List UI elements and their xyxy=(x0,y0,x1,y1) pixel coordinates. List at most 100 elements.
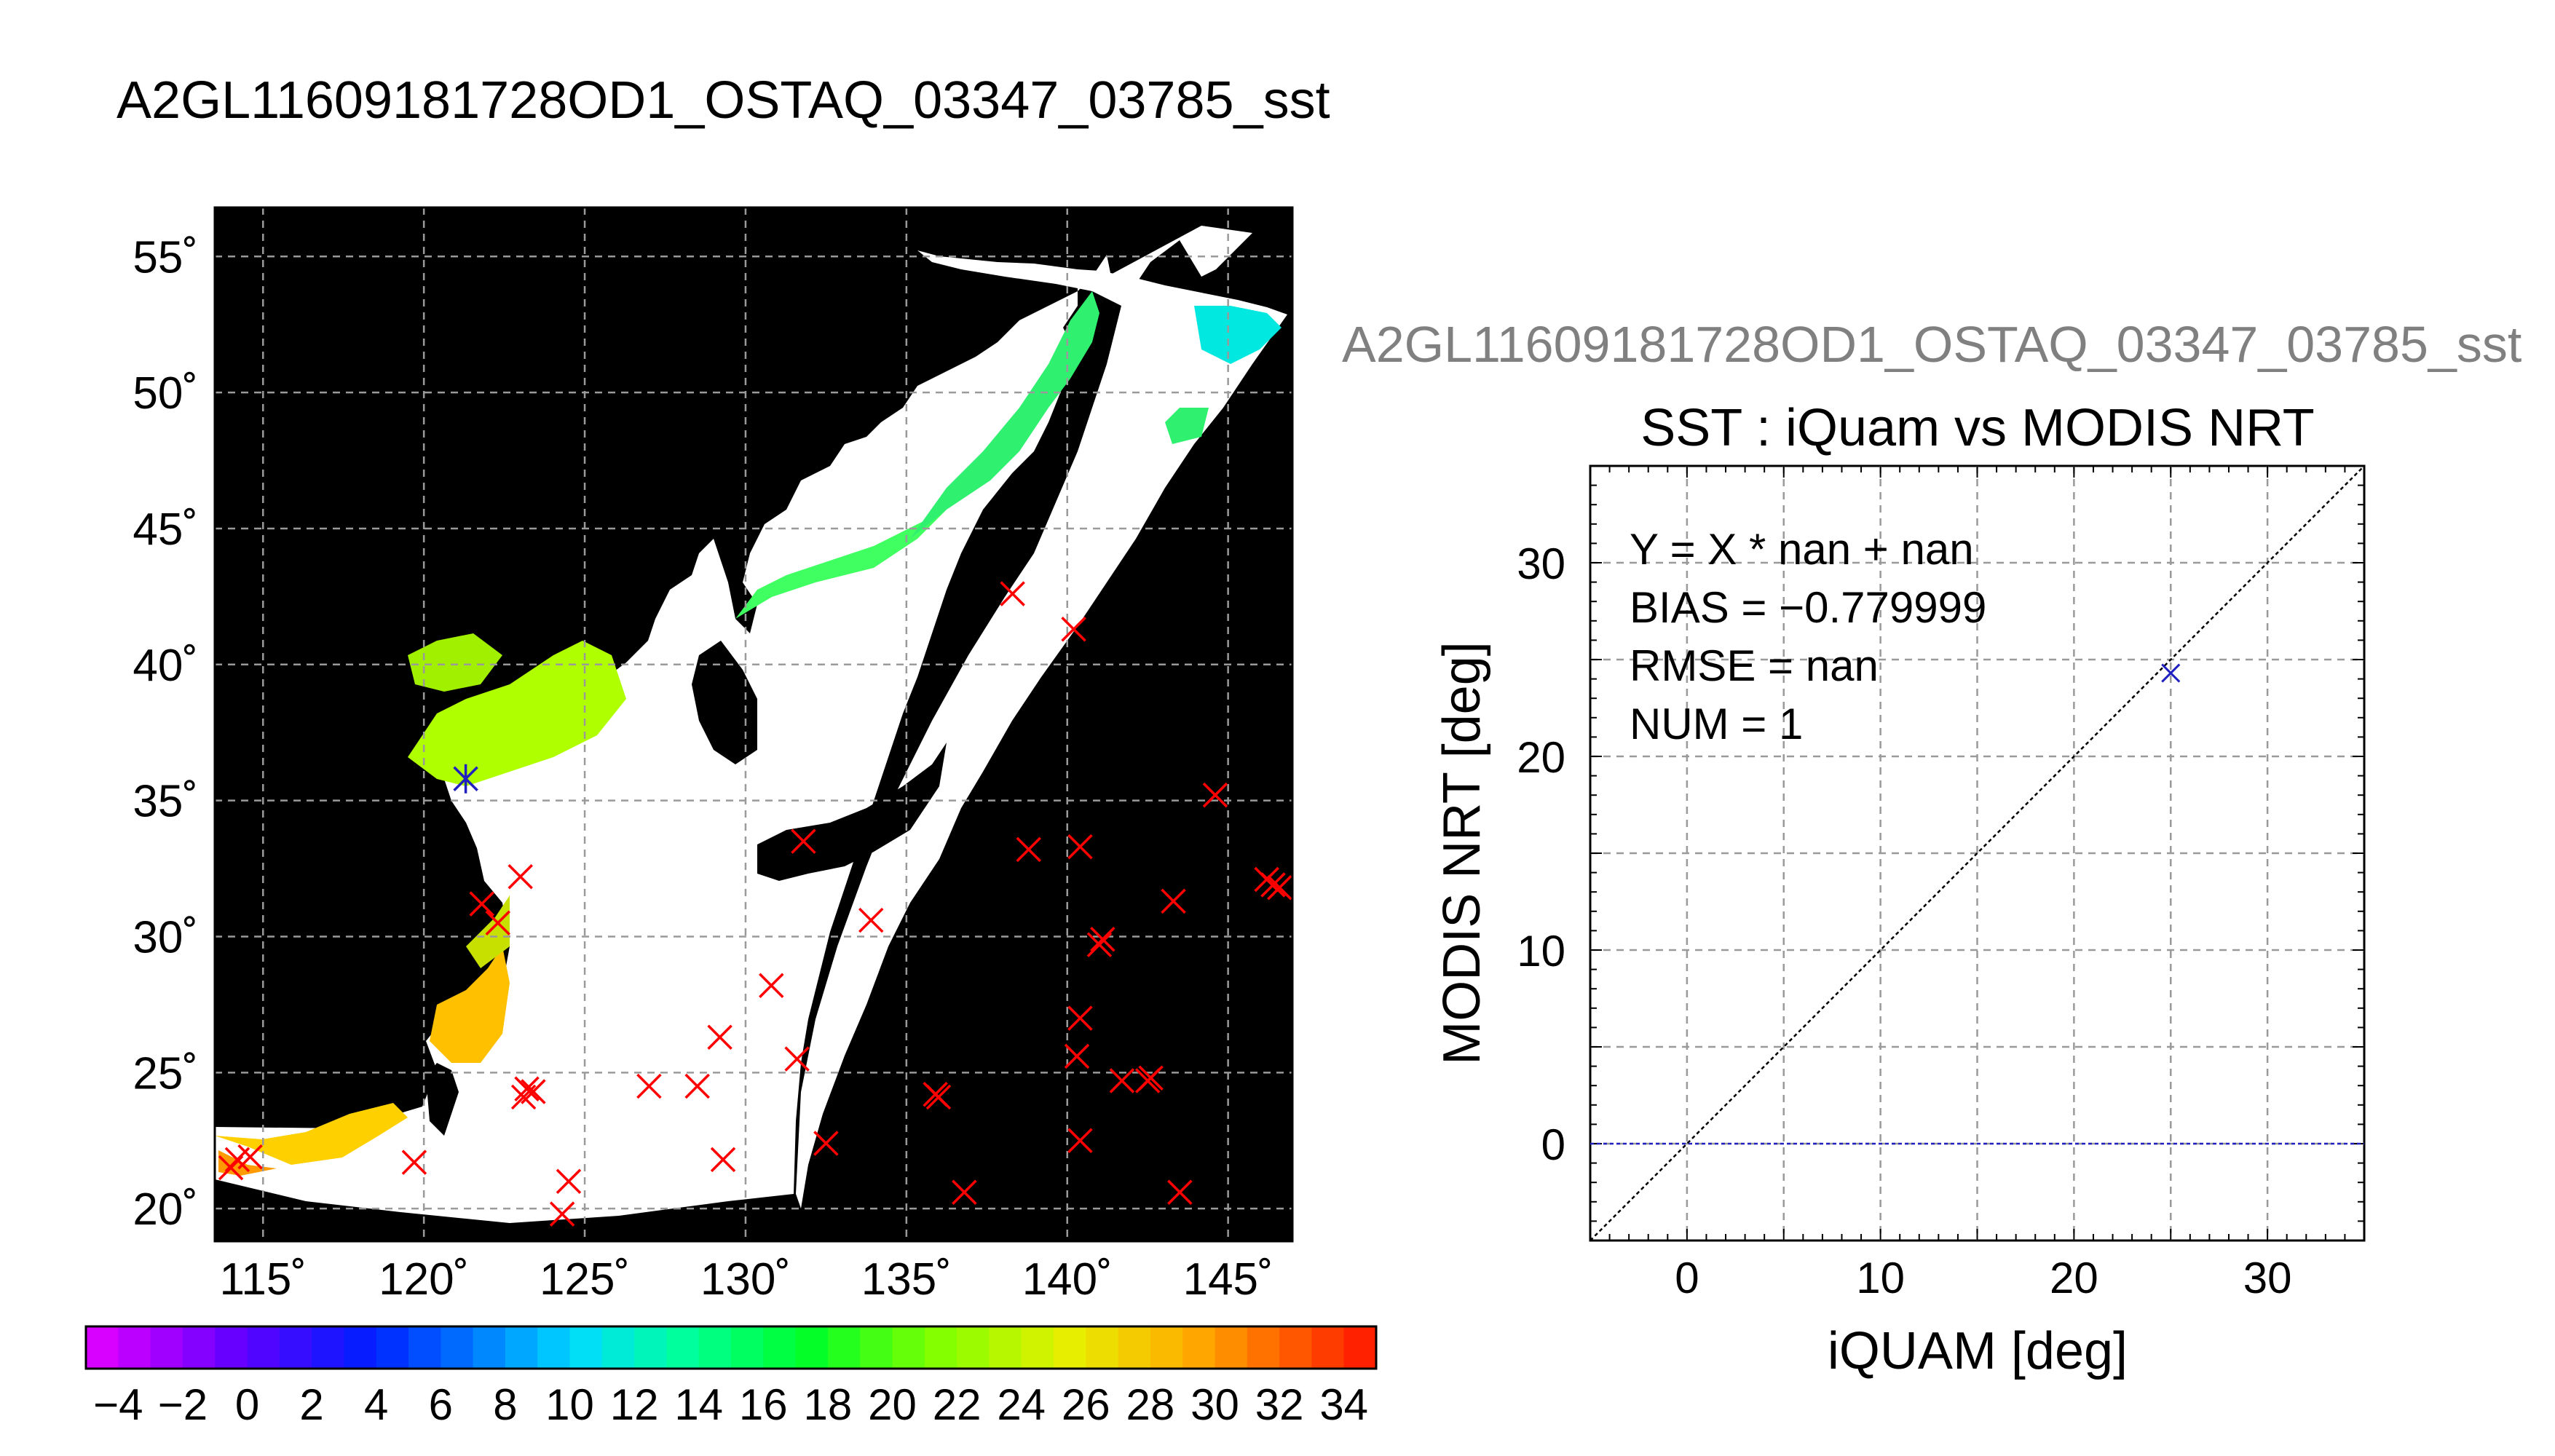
red-matchup-marker xyxy=(1000,581,1025,606)
scatter-tick xyxy=(1590,466,2364,1241)
colorbar-tick-label: 14 xyxy=(674,1380,723,1429)
colorbar-segment xyxy=(957,1326,990,1369)
lon-tick-label: 115˚ xyxy=(220,1254,307,1305)
sst-colorbar: −4 −2 0 2 4 6 8 10 12 14 16 18 20 22 24 26 28 30 32 34 xyxy=(84,1325,1378,1429)
red-matchup-marker xyxy=(1267,874,1292,901)
scatter-points xyxy=(2161,663,2181,683)
red-matchup-marker xyxy=(707,1024,732,1050)
lon-tick-label: 140˚ xyxy=(1022,1254,1113,1305)
red-matchup-marker xyxy=(556,1168,582,1195)
red-matchup-marker xyxy=(1090,926,1115,952)
scatter-tick xyxy=(1590,466,2364,1241)
colorbar-tick-label: 2 xyxy=(299,1380,323,1429)
colorbar-segment xyxy=(215,1326,248,1369)
colorbar-tick-label: 12 xyxy=(610,1380,659,1429)
colorbar-segment xyxy=(989,1326,1022,1369)
blue-matchup-marker xyxy=(453,764,478,794)
scatter-tick xyxy=(1590,466,2364,1241)
scatter-stat-line: RMSE = nan xyxy=(1630,641,1879,690)
colorbar-segment xyxy=(376,1326,409,1369)
scatter-tick xyxy=(1590,466,2364,1241)
scatter-stat-line: NUM = 1 xyxy=(1630,700,1803,748)
red-matchup-marker xyxy=(218,1155,244,1181)
red-matchup-marker xyxy=(813,1131,839,1156)
colorbar-segment xyxy=(344,1326,377,1369)
red-matchup-marker xyxy=(1161,888,1186,914)
lat-tick-label: 50˚ xyxy=(133,368,198,419)
scatter-x-tick-label: 0 xyxy=(1675,1254,1699,1302)
map-grid xyxy=(215,207,1292,1241)
colorbar-tick-label: 34 xyxy=(1319,1380,1368,1429)
scatter-tick xyxy=(1590,466,2364,1241)
lon-tick-label: 125˚ xyxy=(540,1254,630,1305)
colorbar-tick-label: 0 xyxy=(235,1380,259,1429)
scatter-tick-labels: 0 10 20 30 0 10 20 30 xyxy=(1517,539,2291,1302)
colorbar-segment xyxy=(698,1326,732,1369)
colorbar-segment xyxy=(505,1326,538,1369)
colorbar-segment xyxy=(601,1326,635,1369)
scatter-tick xyxy=(1590,466,2364,1241)
colorbar-segment xyxy=(441,1326,474,1369)
colorbar-segment xyxy=(634,1326,667,1369)
red-matchup-marker xyxy=(858,907,884,933)
red-matchup-marker xyxy=(759,973,784,998)
red-matchup-marker xyxy=(1109,1068,1135,1093)
colorbar-segment xyxy=(1054,1326,1086,1369)
scatter-tick xyxy=(1590,466,2364,1241)
red-matchup-marker xyxy=(549,1201,575,1227)
scatter-y-tick-label: 0 xyxy=(1541,1120,1565,1169)
colorbar-tick-label: 4 xyxy=(364,1380,388,1429)
colorbar-segment xyxy=(892,1326,925,1369)
colorbar-segment xyxy=(1279,1326,1312,1369)
red-matchup-marker xyxy=(401,1150,427,1175)
sst-patch-bohai xyxy=(408,633,502,692)
scatter-tick xyxy=(1590,466,2364,1241)
scatter-tick xyxy=(1590,466,2364,1241)
red-matchup-marker xyxy=(1061,616,1086,642)
colorbar-segment xyxy=(569,1326,603,1369)
scatter-tick xyxy=(1590,466,2364,1241)
colorbar-segment xyxy=(763,1326,797,1369)
colorbar-tick-label: 8 xyxy=(493,1380,517,1429)
colorbar-segment xyxy=(279,1326,312,1369)
land-korea xyxy=(692,641,757,764)
scatter-tick xyxy=(1590,466,2364,1241)
scatter-tick-marks xyxy=(1590,465,2365,1241)
colorbar-segment xyxy=(795,1326,829,1369)
scatter-tick xyxy=(1590,466,2364,1241)
scatter-tick xyxy=(1590,466,2364,1241)
lat-tick-label: 40˚ xyxy=(133,641,198,691)
colorbar-tick-label: 32 xyxy=(1255,1380,1304,1429)
colorbar-tick-label: −4 xyxy=(93,1380,143,1429)
scatter-x-tick-label: 20 xyxy=(2050,1254,2098,1302)
red-matchup-marker xyxy=(952,1179,977,1205)
red-matchup-marker xyxy=(1067,1128,1093,1153)
lat-tick-label: 30˚ xyxy=(133,912,198,962)
red-matchup-marker xyxy=(1134,1068,1161,1093)
red-matchup-marker xyxy=(508,864,533,890)
map-tick-labels: 115˚ 120˚ 125˚ 130˚ 135˚ 140˚ 145˚ 20˚ 25˚ 30˚ 35˚… xyxy=(133,232,1273,1305)
colorbar-frame xyxy=(84,1325,1378,1370)
colorbar-segment xyxy=(86,1326,119,1369)
scatter-point xyxy=(2161,663,2181,683)
scatter-tick xyxy=(1590,466,2364,1241)
sst-patch-taiwan-strait xyxy=(430,946,510,1063)
scatter-tick xyxy=(1590,466,2364,1241)
scatter-tick xyxy=(1590,466,2364,1241)
scatter-stat-line: Y = X * nan + nan xyxy=(1630,525,1974,574)
colorbar-segment xyxy=(312,1326,344,1369)
red-matchup-marker xyxy=(485,910,511,936)
red-matchup-marker xyxy=(710,1147,736,1173)
colorbar-tick-label: 6 xyxy=(429,1380,453,1429)
sst-patch-south-china-sea xyxy=(215,1103,408,1165)
colorbar-tick-label: 18 xyxy=(804,1380,853,1429)
scatter-x-axis-label: iQUAM [deg] xyxy=(1828,1322,2128,1380)
scatter-plot: 0 10 20 30 0 10 20 30 Y = X * nan + nan BIAS = −… xyxy=(1433,464,2366,1380)
scatter-tick xyxy=(1590,466,2364,1241)
scatter-tick xyxy=(1590,466,2364,1241)
colorbar-tick-label: 26 xyxy=(1062,1380,1110,1429)
sst-map: 115˚ 120˚ 125˚ 130˚ 135˚ 140˚ 145˚ 20˚ 25˚ 30˚ 35˚… xyxy=(133,206,1294,1305)
colorbar-segments xyxy=(86,1326,1377,1369)
